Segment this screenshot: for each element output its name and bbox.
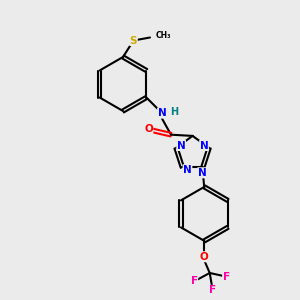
Text: N: N [158, 108, 166, 118]
Text: N: N [200, 140, 208, 151]
Text: CH₃: CH₃ [155, 32, 171, 40]
Text: O: O [144, 124, 153, 134]
Text: N: N [183, 165, 192, 175]
Text: F: F [223, 272, 230, 282]
Text: S: S [130, 35, 137, 46]
Text: N: N [177, 140, 185, 151]
Text: H: H [170, 106, 178, 117]
Text: N: N [198, 168, 207, 178]
Text: O: O [200, 252, 209, 262]
Text: F: F [209, 285, 216, 296]
Text: F: F [190, 276, 198, 286]
